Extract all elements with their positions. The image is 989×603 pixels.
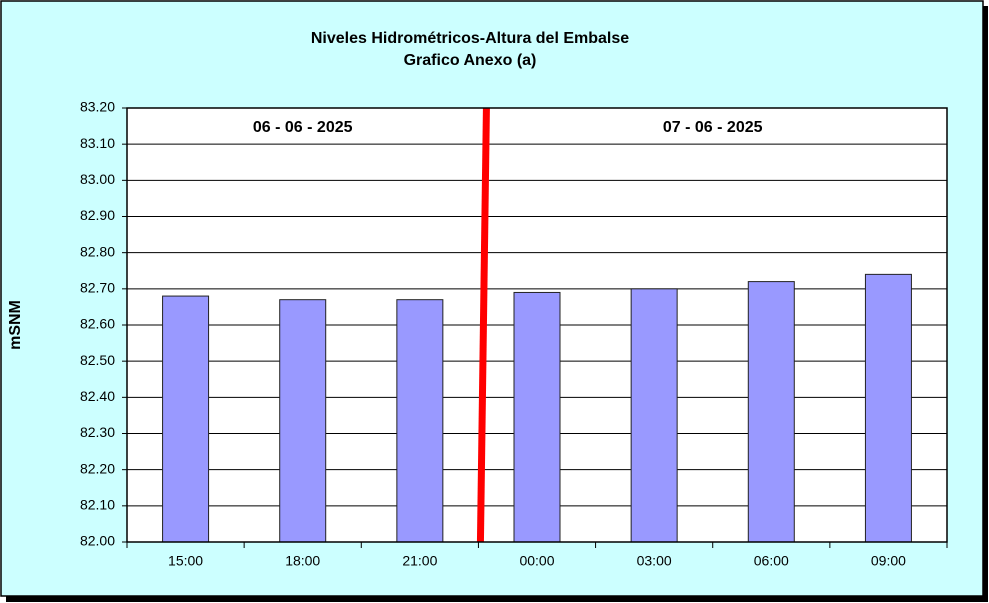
bar	[162, 295, 210, 543]
y-axis-label: mSNM	[7, 300, 24, 350]
y-tick-label: 82.50	[80, 352, 115, 368]
x-tick-label: 03:00	[637, 553, 672, 569]
y-tick-label: 82.90	[80, 207, 115, 223]
y-tick-label: 82.00	[80, 533, 115, 549]
chart-subtitle: Grafico Anexo (a)	[404, 52, 537, 69]
y-tick-label: 82.60	[80, 316, 115, 332]
bar	[630, 288, 678, 543]
x-tick-label: 21:00	[402, 553, 437, 569]
x-tick-label: 00:00	[519, 553, 554, 569]
bar	[279, 299, 327, 543]
plot-border	[126, 107, 948, 543]
y-tick-label: 82.80	[80, 243, 115, 259]
bar	[513, 291, 561, 543]
x-tick-label: 15:00	[168, 553, 203, 569]
y-tick-label: 82.40	[80, 388, 115, 404]
y-tick-label: 83.10	[80, 135, 115, 151]
x-tick-label: 06:00	[754, 553, 789, 569]
bar	[864, 273, 912, 543]
date-annotation: 07 - 06 - 2025	[663, 119, 763, 136]
date-annotation: 06 - 06 - 2025	[253, 119, 353, 136]
y-tick-label: 82.20	[80, 460, 115, 476]
x-tick-label: 18:00	[285, 553, 320, 569]
x-tick-label: 09:00	[871, 553, 906, 569]
bar	[396, 299, 444, 543]
date-divider	[476, 107, 490, 543]
y-tick-label: 82.10	[80, 497, 115, 513]
y-tick-label: 83.00	[80, 171, 115, 187]
y-tick-label: 83.20	[80, 99, 115, 115]
y-tick-label: 82.70	[80, 280, 115, 296]
chart-title: Niveles Hidrométricos-Altura del Embalse	[311, 30, 629, 47]
y-tick-label: 82.30	[80, 424, 115, 440]
bar	[747, 281, 795, 543]
